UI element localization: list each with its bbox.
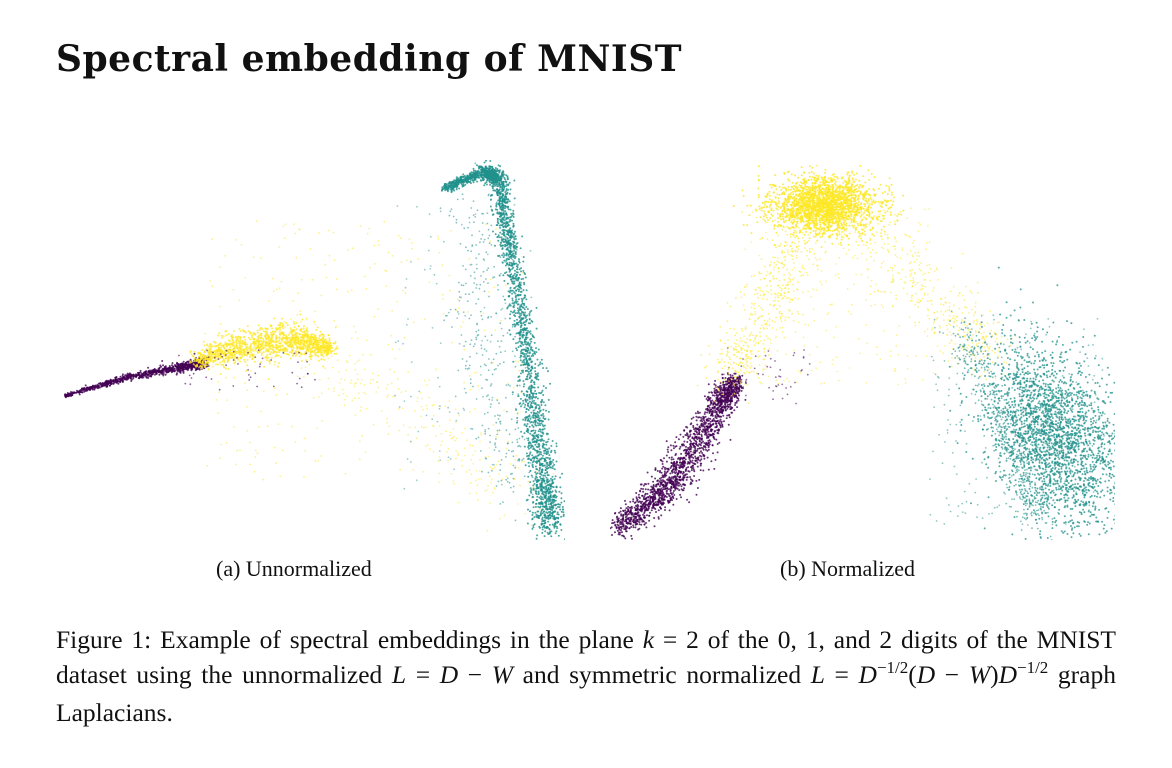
caption-W2: W — [968, 660, 991, 689]
subfigure-caption-b: (b) Normalized — [780, 556, 915, 581]
caption-k-var: k — [642, 625, 655, 654]
caption-minus1: − — [458, 660, 492, 689]
scatter-plot-normalized — [610, 165, 1115, 540]
caption-D2: D — [858, 660, 877, 689]
caption-D1: D — [439, 660, 459, 689]
caption-D3: D — [916, 660, 936, 689]
scatter-canvas-unnormalized — [63, 160, 565, 540]
caption-suffix: graph Laplacians. — [56, 660, 1116, 727]
caption-exp2: −1/2 — [1017, 658, 1049, 677]
page-title: Spectral embedding of MNIST — [56, 38, 683, 80]
subfigure-caption-a: (a) Unnormalized — [216, 556, 372, 581]
caption-W1: W — [491, 660, 514, 689]
caption-prefix: Figure 1: Example of spectral embeddings… — [56, 625, 643, 654]
scatter-plot-unnormalized — [55, 160, 565, 540]
caption-paren-close: ) — [990, 660, 999, 689]
caption-eq2: = — [824, 660, 859, 689]
caption-L2: L — [810, 660, 825, 689]
figure-caption: Figure 1: Example of spectral embeddings… — [56, 622, 1116, 730]
caption-minus2: − — [935, 660, 969, 689]
caption-k-eq: = 2 of the 0, 1, and 2 digits of the MNI… — [56, 625, 1116, 689]
caption-L1: L — [391, 660, 407, 689]
caption-paren-open: ( — [908, 660, 917, 689]
scatter-canvas-normalized — [610, 165, 1115, 540]
caption-mid: and symmetric normalized — [513, 660, 811, 689]
caption-exp1: −1/2 — [876, 658, 909, 677]
caption-eq1: = — [406, 660, 440, 689]
caption-D4: D — [998, 660, 1017, 689]
